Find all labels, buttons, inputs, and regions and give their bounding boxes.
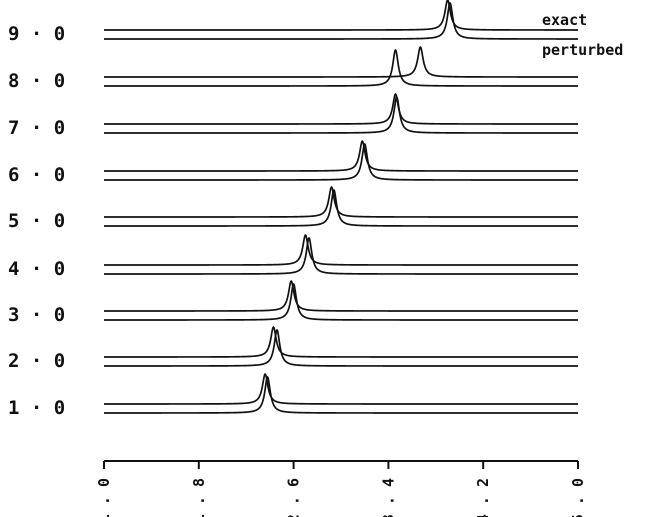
x-tick-label: 3 . 4 [379, 478, 397, 517]
exact-trace [104, 373, 578, 405]
legend-entry-exact: exact [542, 11, 587, 29]
row-label: 3 · 0 [8, 304, 65, 326]
spectrum-row: 7 · 0 [8, 93, 578, 139]
spectra-rows: 1 · 0 2 · 0 3 · 0 4 · 0 5 · 0 6 · 0 7 · 0 8 · 0… [8, 0, 578, 419]
perturbed-trace [104, 49, 578, 87]
spectrum-row: 8 · 0 [8, 46, 578, 92]
x-tick-label: 1 . 0 [95, 478, 113, 517]
perturbed-trace [104, 237, 578, 275]
exact-trace [104, 280, 578, 312]
perturbed-trace [104, 96, 578, 134]
spectrum-row: 4 · 0 [8, 234, 578, 280]
exact-trace [104, 140, 578, 172]
x-tick-label: 1 . 8 [190, 478, 208, 517]
spectrum-row: 6 · 0 [8, 140, 578, 186]
legend-entry-perturbed: perturbed [542, 41, 623, 59]
spectrum-row: 1 · 0 [8, 373, 578, 419]
spectrum-row: 3 · 0 [8, 280, 578, 326]
perturbed-trace [104, 143, 578, 181]
spectrum-row: 2 · 0 [8, 326, 578, 372]
x-tick-label: 4 . 2 [474, 478, 492, 517]
exact-trace [104, 234, 578, 266]
row-label: 6 · 0 [8, 164, 65, 186]
row-label: 4 · 0 [8, 258, 65, 280]
row-label: 5 · 0 [8, 210, 65, 232]
row-label: 7 · 0 [8, 117, 65, 139]
perturbed-trace [104, 283, 578, 321]
exact-trace [104, 46, 578, 78]
x-axis: 1 . 0 1 . 8 2 . 6 3 . 4 4 . 2 5 . 0 [95, 460, 587, 517]
perturbed-trace [104, 329, 578, 367]
spectrum-row: 9 · 0 [8, 0, 578, 45]
exact-trace [104, 0, 578, 31]
row-label: 1 · 0 [8, 397, 65, 419]
exact-trace [104, 326, 578, 358]
spectrum-row: 5 · 0 [8, 186, 578, 232]
perturbed-trace [104, 189, 578, 227]
exact-trace [104, 186, 578, 218]
row-label: 9 · 0 [8, 23, 65, 45]
perturbed-trace [104, 2, 578, 40]
x-tick-label: 2 . 6 [285, 478, 303, 517]
perturbed-trace [103, 376, 578, 414]
row-label: 8 · 0 [8, 70, 65, 92]
row-label: 2 · 0 [8, 350, 65, 372]
exact-trace [104, 93, 578, 125]
x-tick-label: 5 . 0 [569, 478, 587, 517]
legend: exact perturbed [542, 11, 623, 59]
